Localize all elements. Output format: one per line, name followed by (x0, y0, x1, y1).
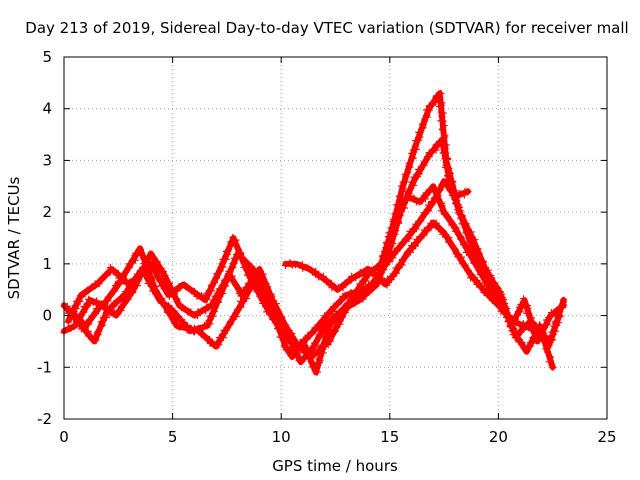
x-tick-label: 5 (168, 428, 178, 446)
x-tick-label: 0 (59, 428, 69, 446)
series-line (61, 90, 556, 371)
y-tick-label: 1 (42, 255, 52, 273)
y-axis-label: SDTVAR / TECUs (5, 176, 23, 299)
y-tick-label: 2 (42, 203, 52, 221)
data-series (60, 89, 568, 376)
y-tick-label: 4 (42, 100, 52, 118)
x-tick-label: 15 (380, 428, 399, 446)
x-tick-label: 10 (272, 428, 291, 446)
series-trace-5 (282, 219, 568, 345)
series-markers (67, 136, 568, 349)
axis-ticks: 0 5 10 15 20 25 -2 -1 0 1 2 3 4 5 (37, 48, 617, 446)
x-tick-label: 20 (489, 428, 508, 446)
x-tick-label: 25 (597, 428, 616, 446)
plot-area (63, 56, 608, 420)
y-tick-label: -1 (37, 358, 52, 376)
series-trace-4 (60, 89, 557, 371)
x-axis-label: GPS time / hours (272, 457, 398, 475)
chart-title: Day 213 of 2019, Sidereal Day-to-day VTE… (25, 19, 628, 37)
y-tick-label: 0 (42, 307, 52, 325)
series-trace-3 (67, 136, 568, 350)
y-tick-label: 3 (42, 151, 52, 169)
y-tick-label: -2 (37, 410, 52, 428)
y-tick-label: 5 (42, 48, 52, 66)
grid-lines (64, 57, 607, 419)
series-markers (282, 219, 568, 344)
series-markers (60, 89, 557, 371)
